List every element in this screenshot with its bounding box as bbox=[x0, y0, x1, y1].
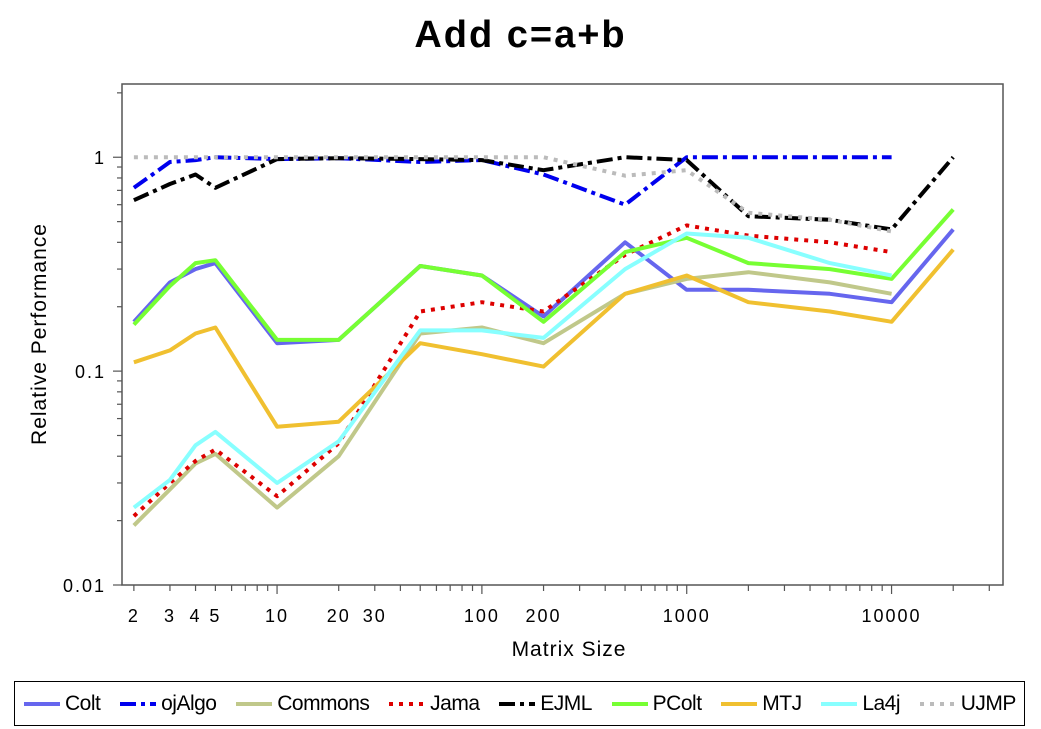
series-line-commons bbox=[132, 270, 892, 527]
legend-swatch bbox=[499, 701, 536, 706]
series-layer bbox=[132, 155, 955, 527]
legend-label: EJML bbox=[540, 691, 592, 715]
legend-label: Jama bbox=[430, 691, 480, 715]
x-tick-label: 20 bbox=[327, 606, 351, 626]
series-line-la4j bbox=[132, 231, 892, 510]
legend-item-pcolt: PColt bbox=[611, 692, 702, 716]
series-line-colt bbox=[132, 228, 955, 346]
legend-swatch bbox=[389, 701, 426, 706]
legend-item-ujmp: UJMP bbox=[919, 692, 1016, 716]
x-tick-label: 3 bbox=[164, 606, 176, 626]
x-tick-label: 200 bbox=[526, 606, 562, 626]
series-line-pcolt bbox=[132, 208, 955, 342]
x-tick-label: 10 bbox=[265, 606, 289, 626]
legend-label: Commons bbox=[277, 691, 370, 715]
series-line-ejml bbox=[133, 155, 955, 232]
legend-item-colt: Colt bbox=[23, 691, 101, 716]
legend-swatch bbox=[821, 701, 858, 706]
series-line-ujmp bbox=[133, 155, 892, 234]
legend-swatch bbox=[236, 701, 273, 706]
legend-swatch bbox=[120, 701, 157, 706]
x-tick-label: 5 bbox=[209, 606, 221, 626]
x-tick-label: 4 bbox=[190, 606, 202, 626]
x-axis-title: Matrix Size bbox=[512, 638, 627, 661]
chart-plot: 2 3 4 5 10 20 30 100 200 1000 10000 0.01 0.1 1 Matrix… bbox=[28, 83, 1004, 661]
legend-swatch bbox=[919, 701, 956, 706]
legend-item-la4j: La4j bbox=[820, 691, 901, 716]
legend-swatch bbox=[24, 701, 60, 706]
series-line-ojalgo bbox=[132, 155, 892, 207]
chart-title: Add c=a+b bbox=[414, 14, 627, 56]
legend-label: Colt bbox=[65, 691, 101, 715]
x-tick-label: 1000 bbox=[663, 606, 711, 626]
x-tick-label: 2 bbox=[128, 606, 140, 626]
legend-swatch bbox=[721, 701, 758, 706]
legend: Colt ojAlgo Commons Jama EJML PColt MTJ La4j UJM… bbox=[14, 681, 1025, 726]
y-tick-label: 1 bbox=[94, 148, 106, 168]
y-axis-title: Relative Performance bbox=[28, 223, 51, 445]
legend-item-jama: Jama bbox=[388, 691, 480, 716]
legend-item-ejml: EJML bbox=[498, 692, 592, 716]
legend-label: UJMP bbox=[960, 691, 1017, 715]
plot-frame bbox=[121, 83, 1004, 586]
axis-layer: 2 3 4 5 10 20 30 100 200 1000 10000 0.01 0.1 1 bbox=[63, 92, 990, 626]
legend-label: MTJ bbox=[762, 691, 802, 715]
series-line-jama bbox=[132, 223, 892, 518]
y-tick-label: 0.01 bbox=[63, 576, 106, 596]
legend-label: La4j bbox=[862, 691, 901, 715]
series-line-mtj bbox=[133, 248, 955, 429]
legend-item-commons: Commons bbox=[235, 691, 370, 716]
y-tick-label: 0.1 bbox=[75, 362, 106, 382]
legend-label: ojAlgo bbox=[161, 691, 217, 715]
legend-item-ojalgo: ojAlgo bbox=[119, 691, 217, 716]
legend-swatch bbox=[611, 701, 648, 706]
x-tick-label: 100 bbox=[464, 606, 500, 626]
x-tick-label: 30 bbox=[363, 606, 387, 626]
legend-item-mtj: MTJ bbox=[720, 691, 802, 716]
legend-label: PColt bbox=[652, 691, 702, 715]
x-tick-label: 10000 bbox=[862, 606, 922, 626]
